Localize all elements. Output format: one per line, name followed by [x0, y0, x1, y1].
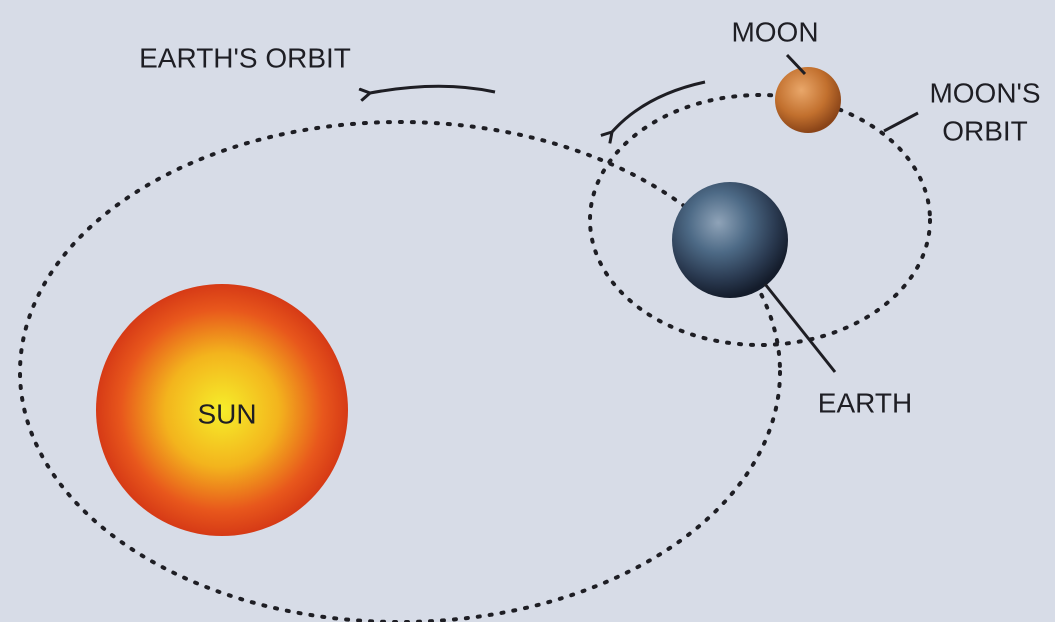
earth: [672, 182, 788, 298]
label: MOON'S: [929, 77, 1040, 108]
label: MOON: [731, 16, 818, 47]
label: ORBIT: [942, 115, 1028, 146]
label: SUN: [197, 398, 256, 429]
diagram: EARTH'S ORBIT MOON MOON'S ORBIT EARTH SU…: [0, 0, 1055, 622]
label: EARTH: [818, 387, 912, 418]
page: EARTH'S ORBIT MOON MOON'S ORBIT EARTH SU…: [0, 0, 1055, 622]
label: EARTH'S ORBIT: [139, 42, 351, 73]
moon: [775, 67, 841, 133]
